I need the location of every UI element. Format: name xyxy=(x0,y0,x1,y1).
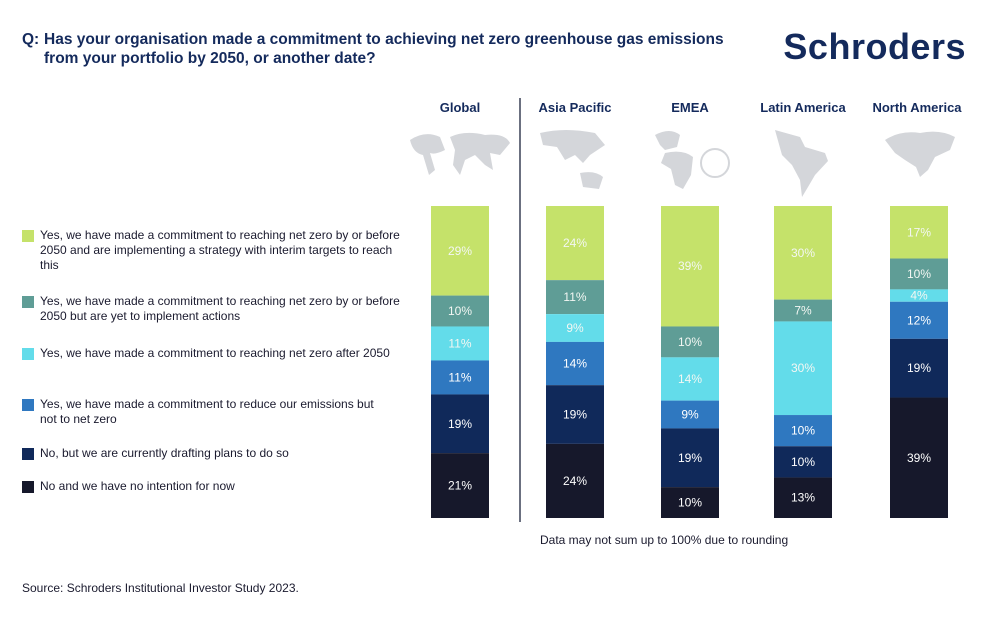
legend-label: Yes, we have made a commitment to reachi… xyxy=(40,346,390,360)
data-label: 11% xyxy=(448,370,471,384)
bar-segment xyxy=(431,360,489,395)
bar-segment xyxy=(546,206,604,281)
legend-item: Yes, we have made a commitment to reachi… xyxy=(22,294,410,324)
data-label: 30% xyxy=(791,361,815,375)
legend-swatch xyxy=(22,399,34,411)
bar-segment xyxy=(774,415,832,447)
data-label: 29% xyxy=(448,244,472,258)
data-label: 17% xyxy=(907,225,931,239)
legend-item: Yes, we have made a commitment to reachi… xyxy=(22,346,400,361)
data-label: 30% xyxy=(791,246,815,260)
question-text: Has your organisation made a commitment … xyxy=(44,31,724,67)
latin-america-map-icon xyxy=(775,130,828,197)
bar-segment xyxy=(890,289,948,302)
bar-segment xyxy=(890,258,948,290)
data-label: 24% xyxy=(563,236,587,250)
bar-segment xyxy=(431,394,489,454)
region-label-global: Global xyxy=(439,100,481,115)
question-title: Q: Has your organisation made a commitme… xyxy=(22,30,742,68)
legend-label: No and we have no intention for now xyxy=(40,479,235,493)
legend-swatch xyxy=(22,448,34,460)
bar-segment xyxy=(661,400,719,429)
legend-item: No, but we are currently drafting plans … xyxy=(22,446,410,461)
data-label: 10% xyxy=(791,424,815,438)
schroders-logo: Schroders xyxy=(783,26,966,67)
data-label: 39% xyxy=(907,451,931,465)
data-label: 39% xyxy=(678,259,702,273)
source-note: Source: Schroders Institutional Investor… xyxy=(22,581,299,595)
bar-segment xyxy=(546,385,604,444)
bar-segment xyxy=(890,301,948,339)
bar-segment xyxy=(431,326,489,361)
data-label: 24% xyxy=(563,474,587,488)
bar-segment xyxy=(546,280,604,315)
bar-segment xyxy=(890,338,948,398)
bar-segment xyxy=(661,428,719,488)
legend-label: No, but we are currently drafting plans … xyxy=(40,446,289,460)
legend-swatch xyxy=(22,348,34,360)
legend-swatch xyxy=(22,296,34,308)
legend-swatch xyxy=(22,481,34,493)
data-label: 21% xyxy=(448,479,472,493)
data-label: 11% xyxy=(563,290,586,304)
legend-item: No and we have no intention for now xyxy=(22,479,410,494)
bar-segment xyxy=(774,299,832,322)
bar-segment xyxy=(661,357,719,401)
data-label: 19% xyxy=(907,361,931,375)
data-label: 13% xyxy=(791,491,815,505)
world-map-icon xyxy=(410,132,510,175)
bar-segment xyxy=(774,446,832,478)
data-label: 7% xyxy=(794,304,812,318)
legend-item: Yes, we have made a commitment to reachi… xyxy=(22,228,410,273)
bar-segment xyxy=(431,295,489,327)
bar-segment xyxy=(890,397,948,518)
data-label: 10% xyxy=(907,267,931,281)
rounding-note: Data may not sum up to 100% due to round… xyxy=(540,533,789,547)
data-label: 10% xyxy=(678,496,702,510)
emea-map-icon xyxy=(655,131,730,189)
bar-segment xyxy=(890,206,948,259)
data-label: 12% xyxy=(907,313,931,327)
asia-pacific-map-icon xyxy=(540,130,605,189)
data-label: 9% xyxy=(566,321,584,335)
legend-label: Yes, we have made a commitment to reachi… xyxy=(40,294,400,323)
data-label: 10% xyxy=(448,304,472,318)
global-divider xyxy=(519,98,521,522)
region-label-latin-america: Latin America xyxy=(760,100,846,115)
data-label: 19% xyxy=(563,408,587,422)
bar-segment xyxy=(661,326,719,358)
data-label: 4% xyxy=(910,289,928,303)
data-label: 11% xyxy=(448,336,471,350)
bar-segment xyxy=(661,487,719,518)
legend-swatch xyxy=(22,230,34,242)
bar-segment xyxy=(431,206,489,296)
data-label: 19% xyxy=(678,451,702,465)
question-prefix: Q: xyxy=(22,31,40,48)
bar-segment xyxy=(546,314,604,342)
data-label: 10% xyxy=(791,455,815,469)
bar-segment xyxy=(774,206,832,300)
bar-segment xyxy=(774,321,832,416)
region-label-emea: EMEA xyxy=(671,100,709,115)
region-label-north-america: North America xyxy=(872,100,962,115)
data-label: 14% xyxy=(678,372,702,386)
bar-segment xyxy=(431,453,489,518)
data-label: 9% xyxy=(681,408,699,422)
legend-label: Yes, we have made a commitment to reachi… xyxy=(40,228,400,272)
bar-segment xyxy=(774,477,832,518)
bar-segment xyxy=(546,341,604,386)
north-america-map-icon xyxy=(885,131,955,177)
region-label-asia-pacific: Asia Pacific xyxy=(538,100,612,115)
legend-label: Yes, we have made a commitment to reduce… xyxy=(40,397,374,426)
bar-segment xyxy=(546,443,604,518)
legend-item: Yes, we have made a commitment to reduce… xyxy=(22,397,380,427)
data-label: 14% xyxy=(563,357,587,371)
data-label: 19% xyxy=(448,417,472,431)
data-label: 10% xyxy=(678,335,702,349)
bar-segment xyxy=(661,206,719,327)
